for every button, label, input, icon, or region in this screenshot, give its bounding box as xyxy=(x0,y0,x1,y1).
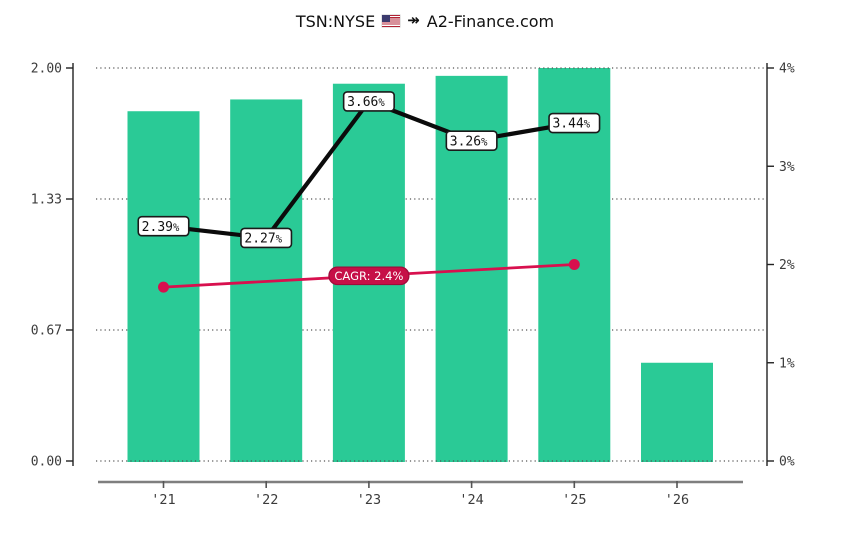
arrow-icon: ↠ xyxy=(407,11,420,29)
right-axis-tick-label: 1% xyxy=(779,356,795,371)
yield-label-box xyxy=(342,91,395,112)
us-flag-icon xyxy=(382,15,401,27)
x-axis-tick-label: '24 xyxy=(459,492,483,508)
x-axis-tick-label: '21 xyxy=(151,492,175,508)
left-axis-tick-label: 1.33 xyxy=(31,193,62,208)
cagr-end-dot xyxy=(568,259,580,270)
left-axis-tick-label: 2.00 xyxy=(31,62,62,77)
cagr-start-dot xyxy=(158,281,169,293)
yield-label-box xyxy=(548,112,601,134)
right-axis-tick-label: 0% xyxy=(779,455,795,470)
yield-label-box xyxy=(240,227,293,249)
site-name: A2-Finance.com xyxy=(426,11,555,31)
cagr-badge xyxy=(328,266,410,286)
yield-label: 3.44% xyxy=(552,117,590,132)
x-axis-tick-label: '26 xyxy=(665,492,689,508)
yield-label: 2.27% xyxy=(244,232,282,247)
ticker-symbol: TSN:NYSE xyxy=(295,11,376,31)
right-axis-tick-label: 4% xyxy=(779,62,795,77)
chart-title: TSN:NYSE ↠ A2-Finance.com xyxy=(0,9,850,33)
left-axis-tick-label: 0.00 xyxy=(31,455,62,470)
dividend-bar xyxy=(641,362,713,462)
x-axis-tick-label: '25 xyxy=(562,492,586,508)
right-axis-tick-label: 3% xyxy=(779,160,795,175)
yield-label-box xyxy=(445,130,498,152)
yield-label-box xyxy=(137,215,190,237)
yield-label: 3.66% xyxy=(347,95,385,110)
x-axis-tick-label: '22 xyxy=(254,492,278,508)
left-axis-tick-label: 0.67 xyxy=(31,323,62,338)
x-axis-tick-label: '23 xyxy=(357,492,381,508)
yield-label: 2.39% xyxy=(142,220,180,235)
yield-label: 3.26% xyxy=(450,134,488,149)
cagr-badge-label: CAGR: 2.4% xyxy=(334,269,403,283)
right-axis-tick-label: 2% xyxy=(779,258,795,273)
